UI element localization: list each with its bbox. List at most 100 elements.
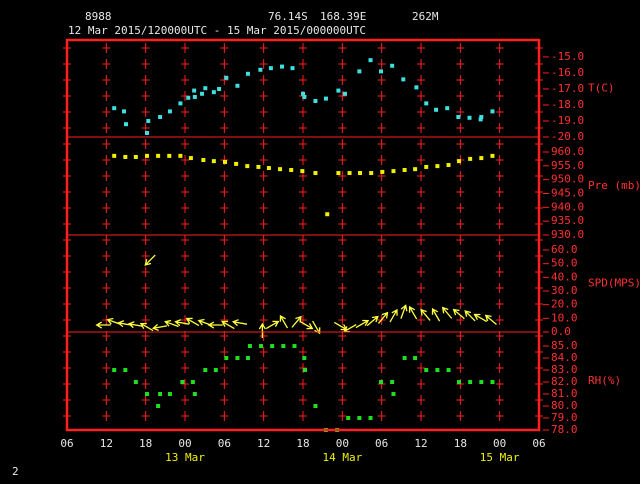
y-tick-label: 0.0 (551, 325, 571, 338)
data-point (133, 380, 138, 385)
plot-frame (65, 38, 541, 432)
grid-line (417, 43, 425, 421)
wind-arrow (441, 306, 453, 319)
y-tick-label: 60.0 (551, 243, 578, 256)
x-tick-label: 18 (296, 437, 309, 450)
y-tick-label: -17.0 (551, 82, 584, 95)
y-tick-label: 930.0 (551, 228, 584, 241)
data-point (424, 368, 429, 373)
data-point (247, 344, 252, 349)
wind-arrow (279, 314, 289, 329)
data-point (178, 101, 183, 106)
data-point (446, 368, 451, 373)
wind-arrow (221, 320, 235, 330)
wind-arrow (464, 310, 476, 322)
wind-arrow (408, 305, 418, 320)
y-tick-label: 40.0 (551, 270, 578, 283)
wind-arrow (231, 319, 248, 327)
data-point (313, 98, 318, 103)
data-point (302, 356, 307, 361)
data-point (347, 171, 352, 176)
grid-line (181, 43, 189, 421)
data-point (357, 69, 362, 74)
data-point (235, 356, 240, 361)
wind-arrow (207, 321, 223, 329)
data-point (156, 153, 161, 158)
data-point (336, 171, 341, 176)
wind-arrow (366, 315, 379, 327)
data-point (146, 118, 151, 123)
data-point (258, 67, 263, 72)
data-point (180, 380, 185, 385)
wind-arrow (164, 319, 179, 328)
data-point (167, 109, 172, 114)
data-point (222, 159, 227, 164)
data-point (413, 356, 418, 361)
data-point (479, 156, 484, 161)
wind-arrow (151, 323, 168, 331)
data-point (192, 88, 197, 93)
wind-arrow (452, 308, 465, 320)
grid-line (220, 43, 229, 421)
y-tick-label: 50.0 (551, 257, 578, 270)
data-point (342, 91, 347, 96)
data-point (391, 392, 396, 397)
data-point (280, 64, 285, 69)
data-point (313, 171, 318, 176)
data-point (123, 368, 128, 373)
y-tick-label: 950.0 (551, 173, 584, 186)
data-point (167, 153, 172, 158)
data-point (446, 163, 451, 167)
data-point (289, 167, 294, 172)
data-point (245, 164, 250, 169)
data-point (457, 159, 462, 164)
data-point (379, 69, 384, 74)
y-tick-label: 30.0 (551, 284, 578, 297)
data-point (124, 122, 128, 127)
data-point (435, 164, 440, 169)
wind-arrow (312, 320, 321, 335)
data-point (224, 75, 229, 80)
x-tick-label: 06 (532, 437, 545, 450)
data-point (188, 156, 193, 161)
data-point (217, 86, 222, 91)
data-point (468, 156, 473, 161)
data-point (278, 167, 283, 172)
wind-arrow (484, 314, 497, 325)
x-tick-label: 12 (257, 437, 270, 450)
data-point (424, 164, 429, 169)
data-point (490, 109, 495, 114)
wind-arrow (377, 311, 389, 324)
data-point (368, 416, 373, 421)
y-tick-label: 10.0 (551, 311, 578, 324)
station-id: 8988 (85, 10, 112, 23)
wind-arrow (95, 321, 111, 329)
day-label: 14 Mar (322, 451, 362, 464)
longitude: 168.39E (320, 10, 366, 23)
data-point (456, 114, 461, 119)
y-axis-label: Pre (mb) (588, 179, 640, 192)
data-point (402, 356, 407, 361)
data-point (457, 380, 462, 385)
y-tick-label: -16.0 (551, 66, 584, 79)
x-tick-label: 06 (375, 437, 388, 450)
latitude: 76.14S (268, 10, 308, 23)
y-tick-label: 20.0 (551, 298, 578, 311)
period: 12 Mar 2015/120000UTC - 15 Mar 2015/0000… (68, 24, 366, 37)
data-point (235, 83, 240, 88)
data-point (211, 90, 216, 95)
data-point (391, 169, 396, 174)
wind-arrow (291, 315, 302, 328)
data-point (245, 356, 250, 361)
data-point (224, 356, 229, 361)
wind-arrow (127, 321, 143, 329)
grid-line (495, 43, 504, 421)
data-point (270, 344, 275, 349)
y-tick-label: 940.0 (551, 200, 584, 213)
data-point (490, 153, 495, 158)
y-axis-label: RH(%) (588, 374, 621, 387)
data-point (479, 380, 484, 385)
y-tick-label: 85.0 (551, 339, 578, 352)
